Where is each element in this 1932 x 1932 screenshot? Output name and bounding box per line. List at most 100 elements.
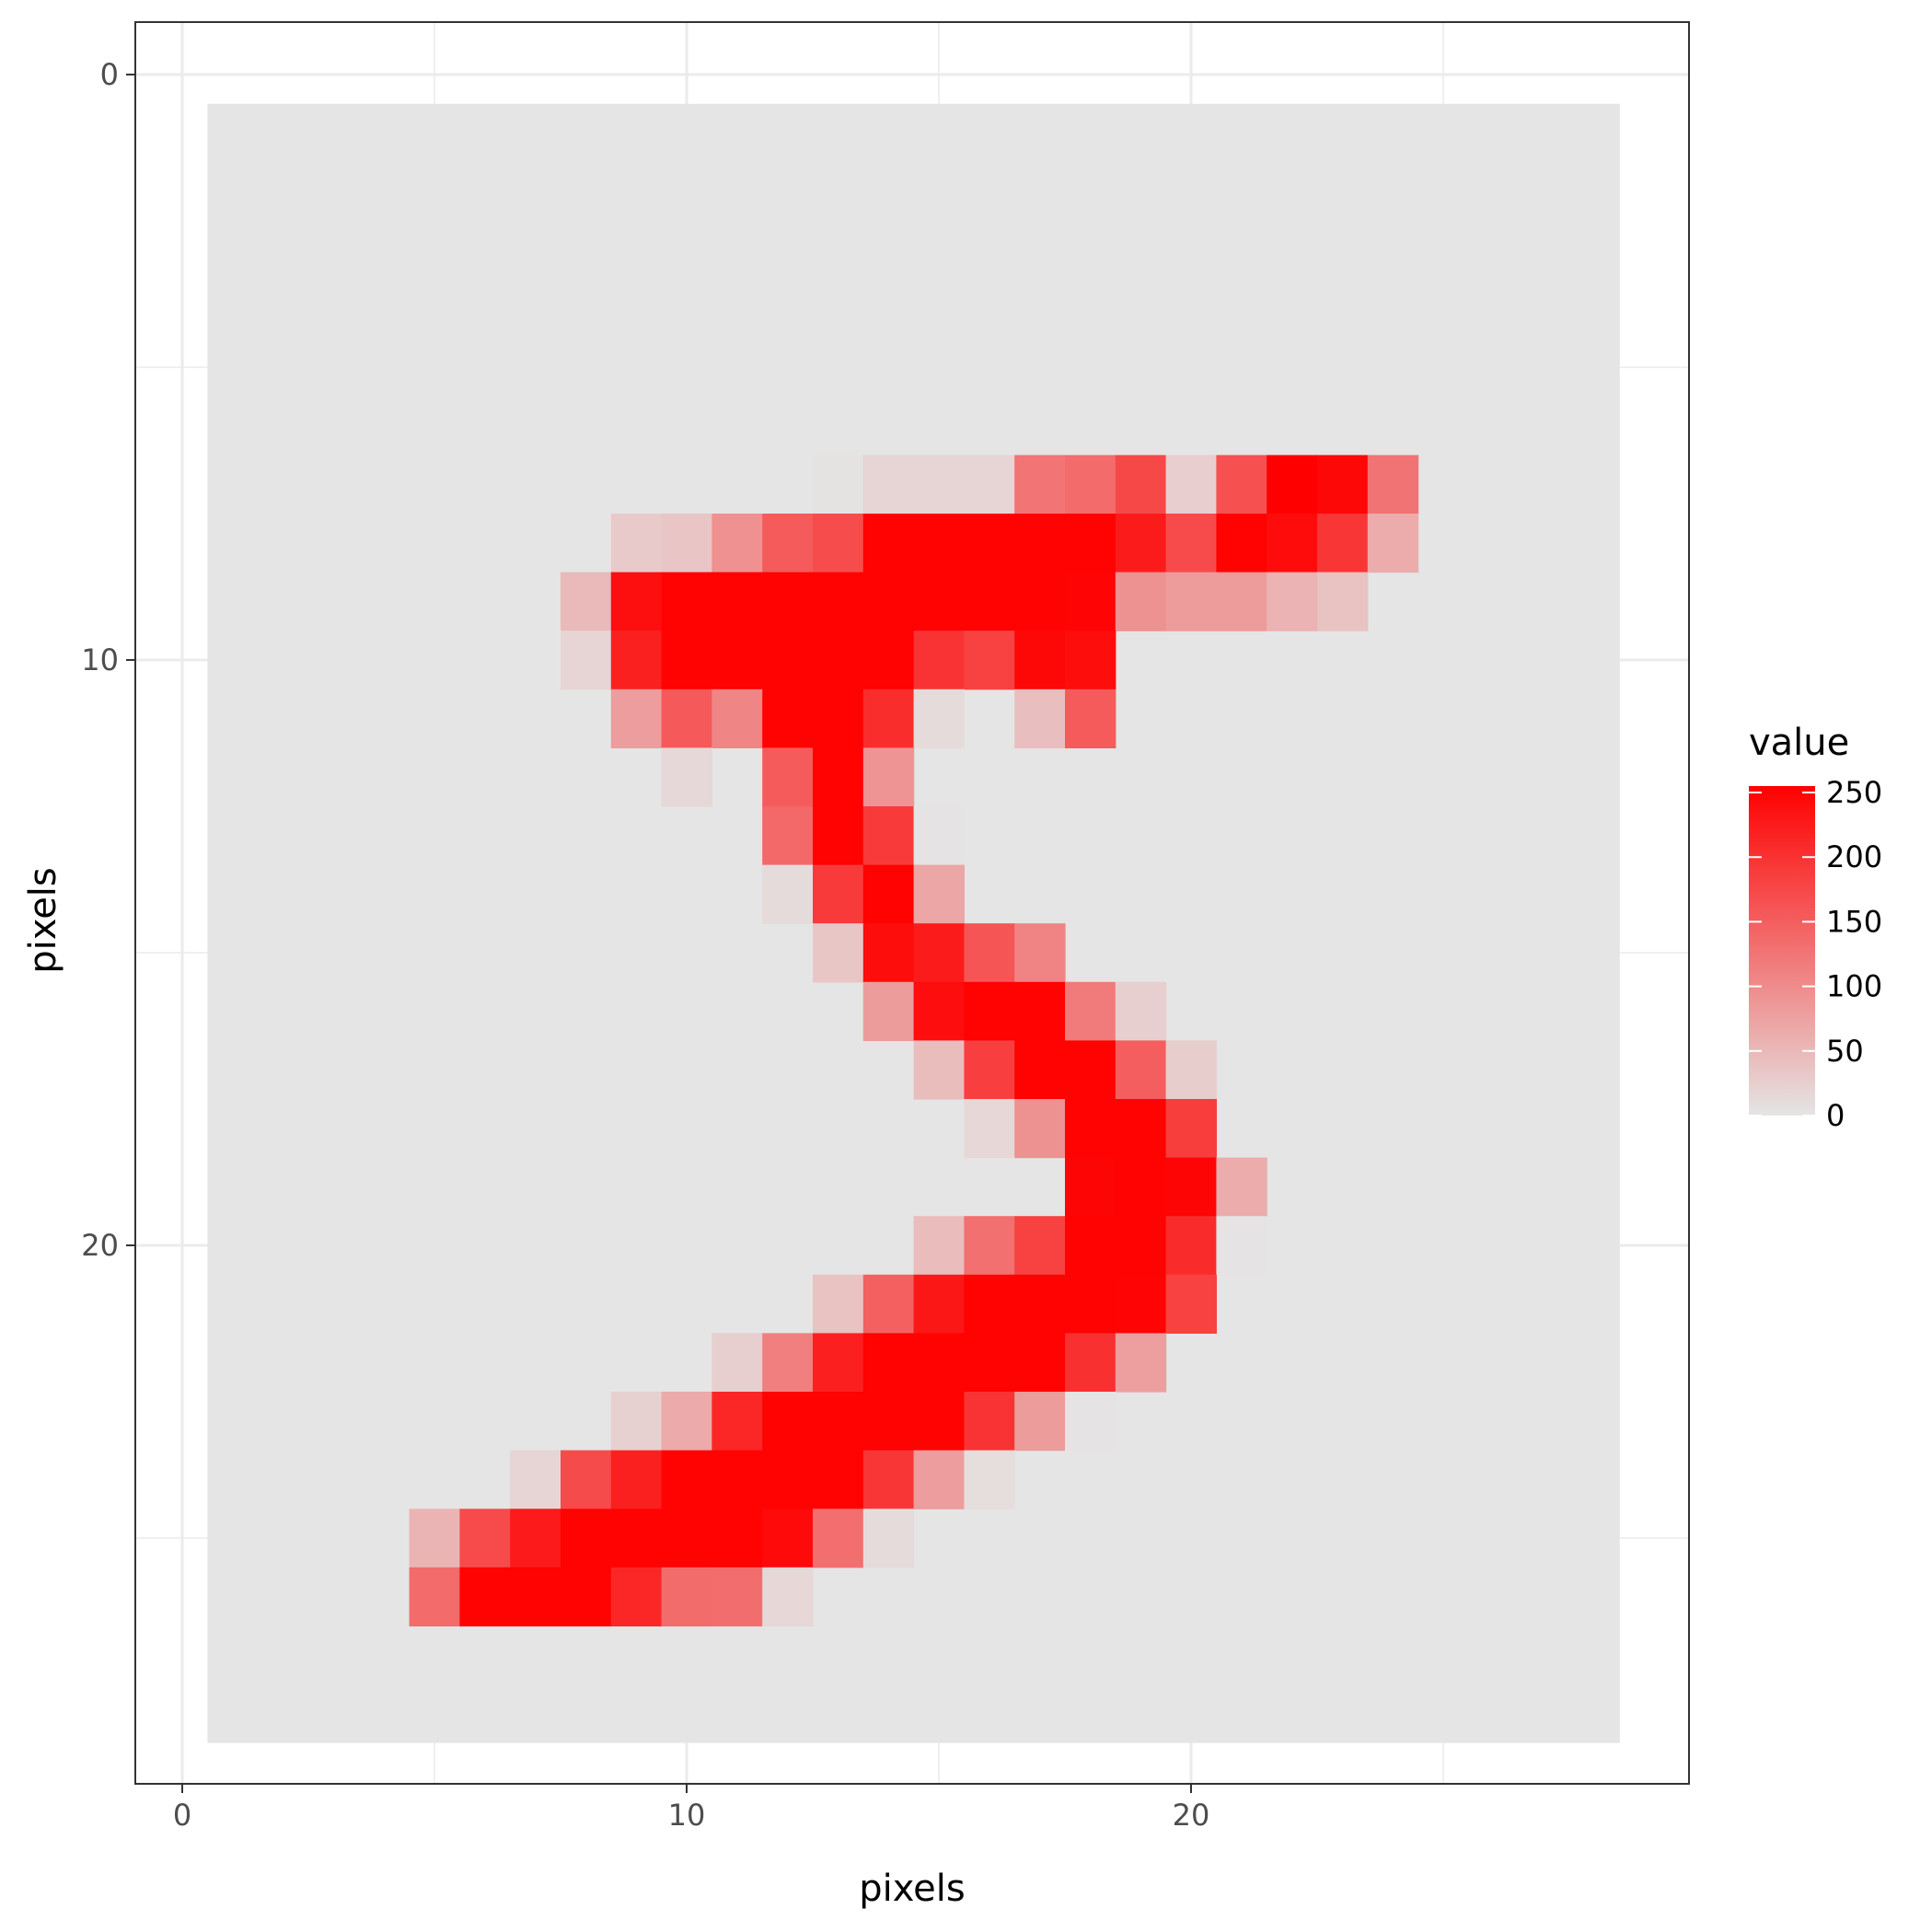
heatmap-cell (1065, 455, 1116, 515)
heatmap-cell (1065, 514, 1116, 573)
heatmap-cell (813, 514, 864, 573)
heatmap-cell (762, 514, 814, 573)
heatmap-cell (964, 1099, 1015, 1159)
x-tick-label: 0 (173, 1798, 191, 1833)
heatmap-cell (1014, 1333, 1066, 1393)
heatmap-cell (1367, 455, 1419, 515)
heatmap-cell (1014, 572, 1066, 631)
x-tick-label: 10 (668, 1798, 706, 1833)
heatmap-cell (813, 1509, 864, 1568)
heatmap-cell (1065, 1392, 1116, 1452)
heatmap-cell (1065, 572, 1116, 631)
heatmap-cell (661, 747, 712, 807)
heatmap-cell (610, 1392, 663, 1452)
heatmap-cell (1267, 455, 1318, 515)
heatmap-cell (1065, 688, 1116, 748)
heatmap-cell (409, 1567, 460, 1626)
heatmap-cell (409, 1509, 460, 1568)
heatmap-cell (913, 1392, 965, 1452)
heatmap-cell (711, 572, 763, 631)
heatmap-cell (964, 631, 1015, 690)
heatmap-cell (510, 1450, 561, 1510)
heatmap-cell (862, 806, 915, 866)
heatmap-cell (913, 1333, 965, 1393)
heatmap-cell (1115, 1216, 1167, 1276)
legend-tick-label: 0 (1826, 1098, 1845, 1133)
heatmap-cell (913, 688, 965, 748)
heatmap-cell (1165, 1274, 1217, 1334)
heatmap-cell (813, 455, 864, 515)
heatmap-cell (1165, 1216, 1217, 1276)
y-tick-label: 20 (81, 1228, 119, 1263)
heatmap-cell (964, 1392, 1015, 1452)
heatmap-cell (1216, 572, 1267, 631)
heatmap-cell (762, 864, 814, 924)
heatmap-cell (1065, 1333, 1116, 1393)
heatmap-cell (711, 1509, 763, 1568)
heatmap-cell (862, 514, 915, 573)
legend-ticks: 0 50 100 150 200 250 (1749, 775, 1882, 1133)
heatmap-cell (913, 806, 965, 866)
heatmap-cell (1367, 514, 1419, 573)
heatmap-cell (964, 981, 1015, 1041)
legend-tick-label: 150 (1826, 904, 1882, 939)
heatmap-cell (1014, 1040, 1066, 1100)
heatmap-cell (1317, 455, 1369, 515)
heatmap-cell (661, 1509, 712, 1568)
legend-tick-label: 100 (1826, 969, 1882, 1004)
heatmap-cell (1014, 1099, 1066, 1159)
heatmap-cell (862, 747, 915, 807)
heatmap-cell (862, 864, 915, 924)
heatmap-cell (711, 1392, 763, 1452)
heatmap-cell (762, 1450, 814, 1510)
heatmap-cell (762, 572, 814, 631)
heatmap-cell (1014, 688, 1066, 748)
legend-colorbar (1749, 786, 1815, 1116)
heatmap-cell (711, 1450, 763, 1510)
heatmap-cell (711, 1567, 763, 1626)
heatmap-cell (1065, 631, 1116, 690)
heatmap-cell (1267, 572, 1318, 631)
heatmap-cell (1065, 981, 1116, 1041)
heatmap-cell (964, 572, 1015, 631)
x-tick-label: 20 (1173, 1798, 1210, 1833)
heatmap-cell (1115, 981, 1167, 1041)
heatmap-cell (1065, 1216, 1116, 1276)
heatmap-cell (762, 747, 814, 807)
heatmap-cell (1115, 1333, 1167, 1393)
legend-tick-label: 250 (1826, 775, 1882, 810)
heatmap-cell (862, 1509, 915, 1568)
heatmap-cell (1267, 514, 1318, 573)
heatmap-cell (1014, 923, 1066, 983)
heatmap-cell (1216, 455, 1267, 515)
heatmap-cell (913, 864, 965, 924)
heatmap-cell (813, 688, 864, 748)
x-axis-title: pixels (859, 1868, 966, 1910)
heatmap-cell (561, 1509, 612, 1568)
heatmap-cell (862, 923, 915, 983)
heatmap-cell (1065, 1099, 1116, 1159)
heatmap-cell (1216, 1216, 1267, 1276)
heatmap-cell (913, 572, 965, 631)
heatmap-cell (561, 572, 612, 631)
heatmap-cell (862, 455, 915, 515)
heatmap-cell (813, 923, 864, 983)
heatmap-cell (610, 1450, 663, 1510)
heatmap-cell (1014, 1392, 1066, 1452)
heatmap-cell (862, 1274, 915, 1334)
heatmap-cell (1216, 514, 1267, 573)
heatmap-cell (1014, 631, 1066, 690)
heatmap-cell (661, 572, 712, 631)
heatmap-cell (610, 572, 663, 631)
heatmap-cell (964, 1450, 1015, 1510)
y-tick-label: 10 (81, 642, 119, 677)
heatmap-cells (207, 103, 1620, 1743)
heatmap-cell (1317, 572, 1369, 631)
heatmap-cell (762, 631, 814, 690)
heatmap-cell (964, 514, 1015, 573)
heatmap-cell (813, 864, 864, 924)
heatmap-cell (1115, 1274, 1167, 1334)
heatmap-cell (862, 572, 915, 631)
heatmap-cell (862, 631, 915, 690)
heatmap-cell (862, 1392, 915, 1452)
